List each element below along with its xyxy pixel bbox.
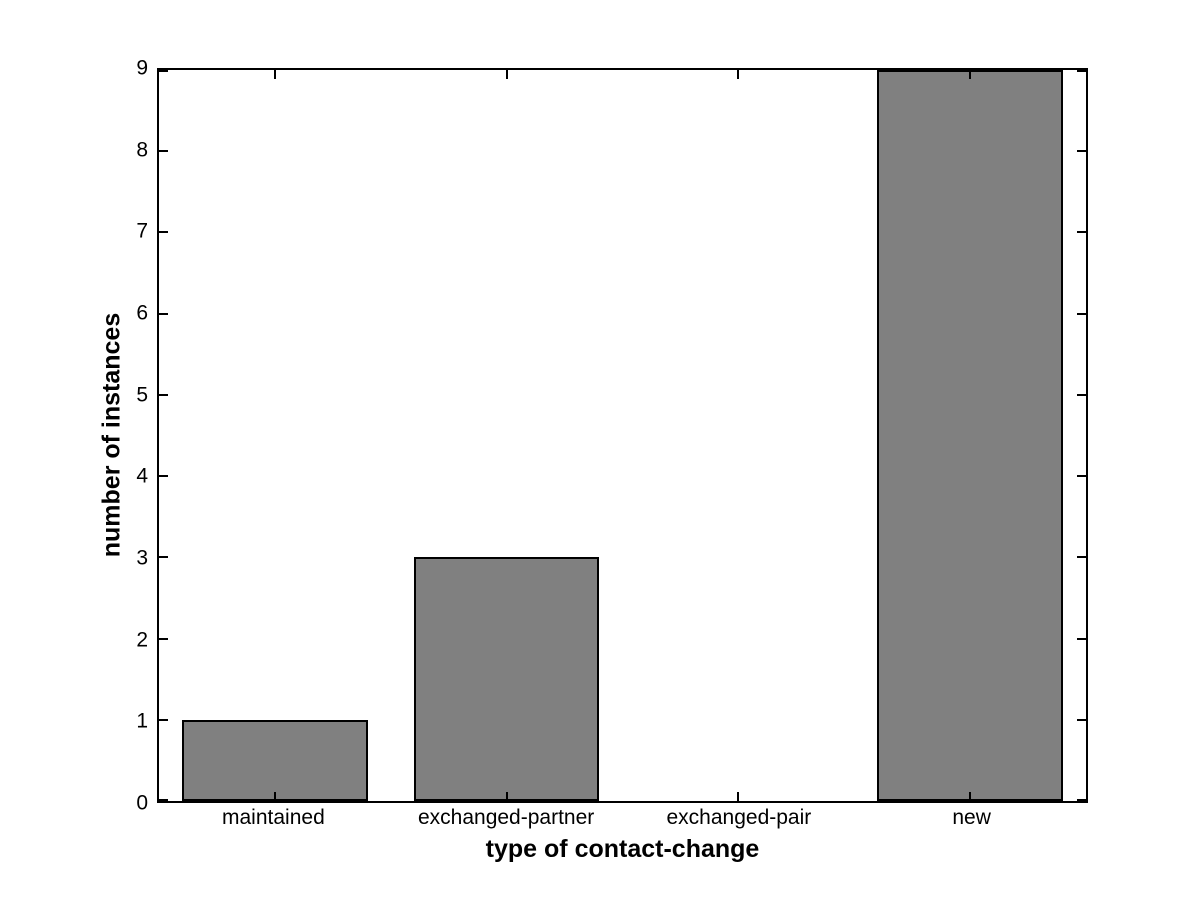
y-axis-tick-labels: 0 1 2 3 4 5 6 7 8 9	[0, 58, 148, 814]
y-tick-mark	[1077, 475, 1086, 478]
y-tick-mark	[1077, 312, 1086, 315]
y-tick-mark	[159, 475, 168, 478]
x-tick-mark	[737, 792, 740, 801]
y-tick-label: 4	[136, 464, 148, 488]
y-tick-label: 6	[136, 301, 148, 325]
y-axis-label: number of instances	[97, 312, 126, 558]
x-tick-label: maintained	[222, 806, 325, 829]
y-tick-label: 5	[136, 383, 148, 407]
y-tick-mark	[159, 150, 168, 153]
x-tick-mark	[737, 70, 740, 79]
y-tick-mark	[159, 637, 168, 640]
y-tick-label: 7	[136, 219, 148, 243]
plot-area	[157, 68, 1088, 803]
y-tick-mark	[159, 556, 168, 559]
x-axis-label: type of contact-change	[485, 835, 760, 863]
x-tick-label: exchanged-partner	[417, 806, 595, 829]
y-tick-mark	[1077, 799, 1086, 801]
y-tick-mark	[159, 312, 168, 315]
x-tick-label: exchanged-pair	[666, 806, 812, 829]
y-tick-label: 1	[136, 709, 148, 733]
y-tick-mark	[159, 393, 168, 396]
y-tick-mark	[159, 231, 168, 234]
bar-new	[877, 70, 1063, 801]
y-tick-label: 2	[136, 628, 148, 652]
y-tick-mark	[1077, 393, 1086, 396]
bar-maintained	[182, 719, 368, 801]
y-tick-mark	[1077, 637, 1086, 640]
y-tick-label: 0	[136, 791, 148, 815]
y-tick-mark	[1077, 556, 1086, 559]
y-tick-label: 3	[136, 546, 148, 570]
y-tick-label: 9	[136, 56, 148, 80]
y-tick-mark	[1077, 150, 1086, 153]
y-tick-mark	[1077, 70, 1086, 72]
x-tick-label: new	[952, 806, 991, 829]
y-tick-mark	[1077, 231, 1086, 234]
x-tick-mark	[969, 792, 972, 801]
x-tick-mark	[969, 70, 972, 79]
y-tick-mark	[1077, 718, 1086, 721]
bar-exchanged-partner	[413, 557, 600, 801]
x-tick-mark	[505, 792, 508, 801]
x-tick-mark	[505, 70, 508, 79]
y-tick-mark	[159, 70, 168, 72]
y-tick-mark	[159, 718, 168, 721]
x-tick-mark	[273, 792, 276, 801]
x-tick-mark	[273, 70, 276, 79]
y-tick-label: 8	[136, 138, 148, 162]
x-axis-tick-labels: maintained exchanged-partner exchanged-pai…	[157, 807, 1088, 833]
y-tick-mark	[159, 799, 168, 801]
